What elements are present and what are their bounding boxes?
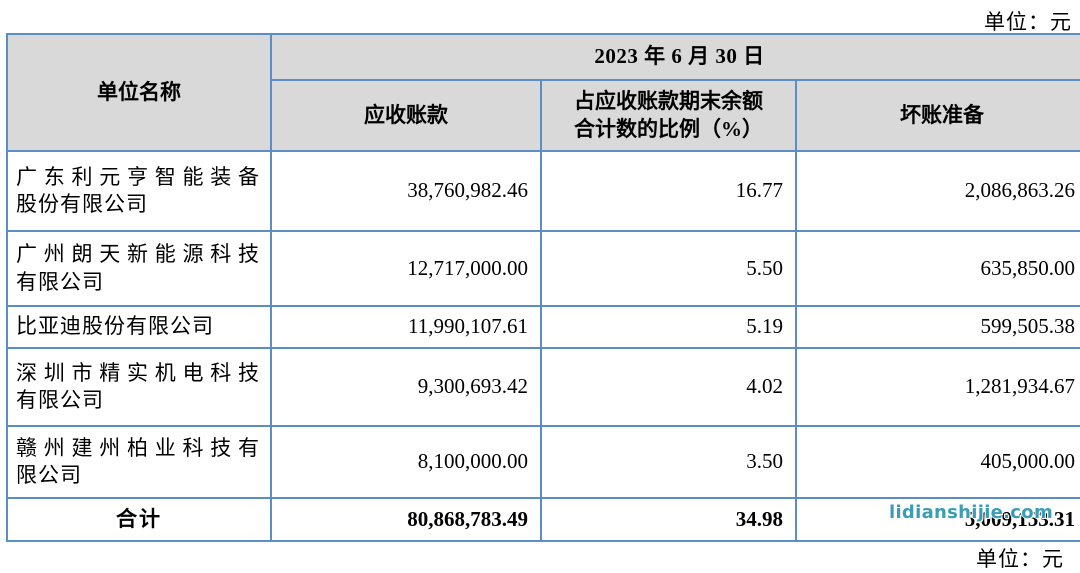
table-row: 赣州建州柏业科技有 限公司 8,100,000.00 3.50 405,000.0… bbox=[6, 425, 1080, 499]
header-receivable: 应收账款 bbox=[270, 79, 542, 152]
ratio-cell: 5.19 bbox=[540, 305, 797, 349]
header-row-columns: 应收账款 占应收账款期末余额 合计数的比例（%） 坏账准备 bbox=[7, 79, 1080, 152]
ratio-cell: 16.77 bbox=[540, 150, 797, 232]
company-name-cell: 深圳市精实机电科技 有限公司 bbox=[6, 347, 272, 427]
table-row: 比亚迪股份有限公司 11,990,107.61 5.19 599,505.38 bbox=[6, 305, 1080, 349]
company-name-cell: 广东利元亨智能装备 股份有限公司 bbox=[6, 150, 272, 232]
bad-debt-cell: 405,000.00 bbox=[794, 425, 1080, 499]
total-bad-debt-cell: 5,009,153.31 bbox=[794, 497, 1080, 542]
ratio-cell: 4.02 bbox=[540, 347, 797, 427]
receivable-cell: 12,717,000.00 bbox=[270, 230, 542, 307]
header-bad-debt: 坏账准备 bbox=[794, 79, 1080, 152]
bad-debt-cell: 599,505.38 bbox=[794, 305, 1080, 349]
receivables-table: 单位名称 2023 年 6 月 30 日 应收账款 占应收账款期末余额 合计数的… bbox=[6, 33, 1080, 542]
total-row: 合计 80,868,783.49 34.98 5,009,153.31 bbox=[6, 497, 1080, 542]
company-name-cell: 赣州建州柏业科技有 限公司 bbox=[6, 425, 272, 499]
bad-debt-cell: 1,281,934.67 bbox=[794, 347, 1080, 427]
table-row: 深圳市精实机电科技 有限公司 9,300,693.42 4.02 1,281,93… bbox=[6, 347, 1080, 427]
bad-debt-cell: 635,850.00 bbox=[794, 230, 1080, 307]
ratio-cell: 3.50 bbox=[540, 425, 797, 499]
unit-label-top: 单位：元 bbox=[984, 10, 1072, 34]
receivable-cell: 8,100,000.00 bbox=[270, 425, 542, 499]
total-ratio-cell: 34.98 bbox=[540, 497, 797, 542]
receivable-cell: 38,760,982.46 bbox=[270, 150, 542, 232]
site-watermark: lidianshijie.com bbox=[888, 502, 1053, 523]
ratio-cell: 5.50 bbox=[540, 230, 797, 307]
receivable-cell: 11,990,107.61 bbox=[270, 305, 542, 349]
receivable-cell: 9,300,693.42 bbox=[270, 347, 542, 427]
bad-debt-cell: 2,086,863.26 bbox=[794, 150, 1080, 232]
table-row: 广东利元亨智能装备 股份有限公司 38,760,982.46 16.77 2,08… bbox=[6, 150, 1080, 232]
table-row: 广州朗天新能源科技 有限公司 12,717,000.00 5.50 635,850… bbox=[6, 230, 1080, 307]
header-date: 2023 年 6 月 30 日 bbox=[269, 33, 1080, 81]
header-ratio: 占应收账款期末余额 合计数的比例（%） bbox=[540, 79, 797, 152]
unit-label-bottom-clipped: 单位：元 bbox=[976, 547, 1064, 571]
company-name-cell: 比亚迪股份有限公司 bbox=[6, 305, 272, 349]
header-row-date: 单位名称 2023 年 6 月 30 日 bbox=[6, 33, 1080, 152]
company-name-cell: 广州朗天新能源科技 有限公司 bbox=[6, 230, 272, 307]
total-receivable-cell: 80,868,783.49 bbox=[270, 497, 542, 542]
page-root: { "colors": { "border": "#5b8ec4", "head… bbox=[6, 10, 1080, 571]
header-company-name: 单位名称 bbox=[6, 33, 272, 152]
total-label-cell: 合计 bbox=[6, 497, 272, 542]
